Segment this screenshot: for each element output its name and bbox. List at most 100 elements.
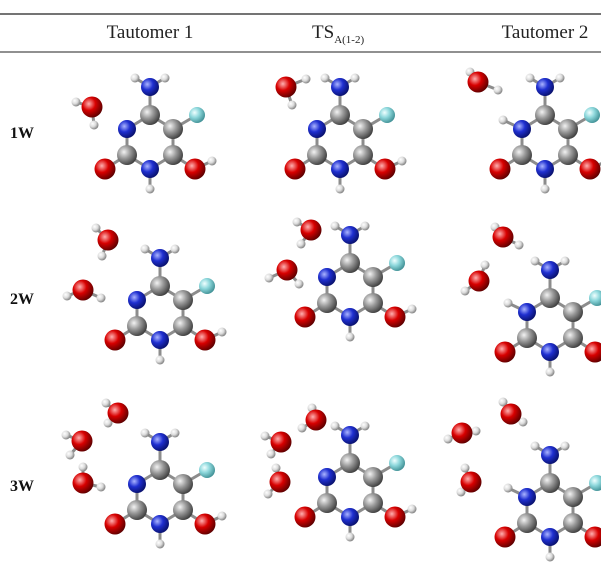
atom [584,107,600,123]
atom [468,72,489,93]
atom [493,227,514,248]
atom [385,307,406,328]
atom [173,500,193,520]
atom [526,74,535,83]
atom [536,78,554,96]
atom [317,493,337,513]
atom [173,290,193,310]
molecules [62,68,601,562]
atom [408,305,417,314]
atom [481,261,490,270]
atom [308,120,326,138]
atom [535,105,555,125]
atom [293,218,302,227]
atom [318,268,336,286]
atom [408,505,417,514]
atom [363,493,383,513]
atom [563,328,583,348]
atom [302,75,311,84]
atom [105,514,126,535]
atom [195,514,216,535]
header-main: TS [312,22,334,43]
atom [363,293,383,313]
atom [452,423,473,444]
atom [540,288,560,308]
atom [277,260,298,281]
atom [163,119,183,139]
figure: Tautomer 1 TSA(1-2) Tautomer 2 1W 2W 3W [0,0,601,569]
atom [295,280,304,289]
atom [288,101,297,110]
atom [92,224,101,233]
atom [306,410,327,431]
atom [331,78,349,96]
atom [331,422,340,431]
atom [151,515,169,533]
row-label: 3W [10,478,34,495]
atom [585,527,601,548]
atom [341,226,359,244]
atom [163,145,183,165]
atom [589,290,601,306]
atom [461,472,482,493]
atom [541,261,559,279]
atom [340,453,360,473]
atom [494,86,503,95]
atom [307,145,327,165]
atom [499,116,508,125]
atom [295,307,316,328]
atom [298,424,307,433]
atom [589,475,601,491]
atom [461,464,470,473]
atom [297,240,306,249]
atom [504,484,513,493]
atom [171,245,180,254]
atom [199,278,215,294]
atom [264,490,273,499]
atom [361,222,370,231]
atom [73,473,94,494]
atom [561,442,570,451]
atom [270,472,291,493]
atom [561,257,570,266]
atom [161,74,170,83]
atom [150,276,170,296]
atom [385,507,406,528]
atom [556,74,565,83]
atom [272,464,281,473]
atom [341,308,359,326]
atom [398,157,407,166]
atom [141,160,159,178]
atom [140,105,160,125]
atom [495,342,516,363]
atom [351,74,360,83]
atom [363,267,383,287]
atom [151,331,169,349]
atom [151,433,169,451]
atom [336,185,345,194]
atom [97,483,106,492]
atom [346,533,355,542]
atom [128,291,146,309]
header-subscript: A(1-2) [334,34,364,46]
atom [340,253,360,273]
atom [353,145,373,165]
atom [127,316,147,336]
atom [173,316,193,336]
atom [128,475,146,493]
atom [98,230,119,251]
atom [472,427,481,436]
column-header: Tautomer 1 [107,22,194,43]
row-label: 1W [10,125,34,142]
atom [389,255,405,271]
atom [72,98,81,107]
atom [276,77,297,98]
atom [331,222,340,231]
atom [151,249,169,267]
atom [531,442,540,451]
atom [531,257,540,266]
atom [218,512,227,521]
atom [127,500,147,520]
atom [321,74,330,83]
atom [156,356,165,365]
